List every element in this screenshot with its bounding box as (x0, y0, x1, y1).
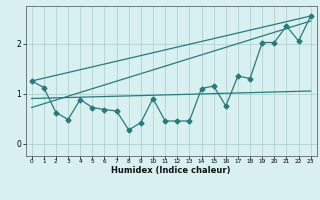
X-axis label: Humidex (Indice chaleur): Humidex (Indice chaleur) (111, 166, 231, 175)
